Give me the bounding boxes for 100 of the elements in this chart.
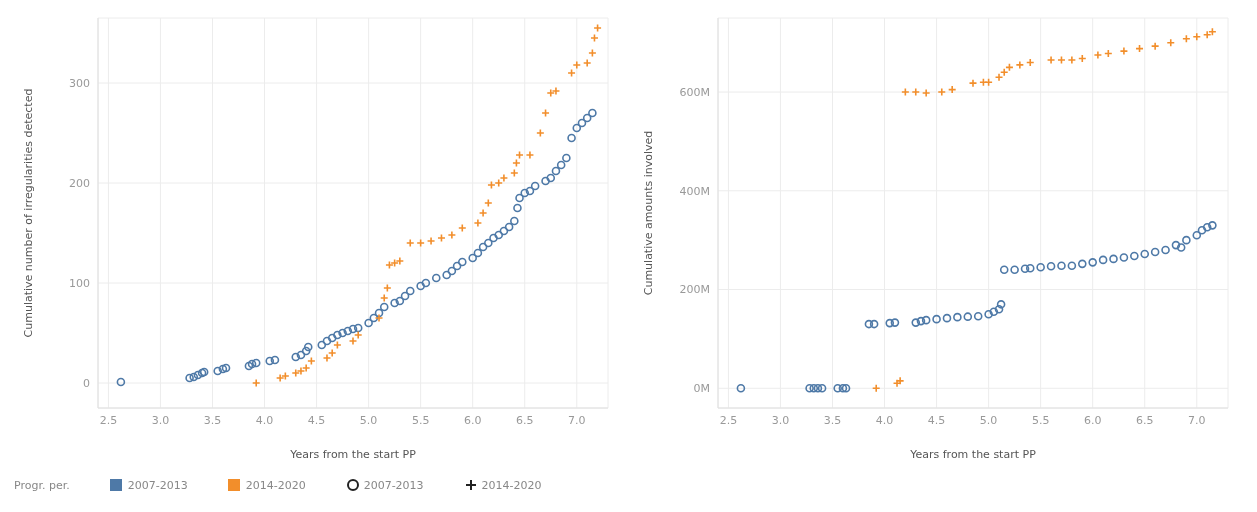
point bbox=[953, 312, 962, 322]
point bbox=[379, 293, 389, 303]
point bbox=[937, 87, 947, 97]
point bbox=[1046, 262, 1056, 271]
point bbox=[1020, 264, 1030, 274]
point bbox=[327, 348, 337, 358]
point bbox=[890, 318, 900, 327]
point bbox=[1010, 265, 1019, 275]
y-tick-label: 200M bbox=[679, 283, 710, 297]
point bbox=[296, 366, 306, 376]
x-tick-label: 3.0 bbox=[771, 413, 790, 427]
y-axis-title: Cumulative amounts involved bbox=[641, 130, 655, 296]
point bbox=[473, 218, 483, 228]
x-tick-label: 7.0 bbox=[1188, 413, 1206, 427]
y-tick-label: 0M bbox=[693, 382, 710, 396]
point bbox=[805, 383, 814, 393]
point bbox=[1150, 247, 1160, 257]
point bbox=[833, 383, 842, 393]
point bbox=[1202, 30, 1212, 40]
x-tick-label: 3.5 bbox=[823, 413, 842, 427]
point bbox=[1119, 253, 1129, 262]
point bbox=[1176, 243, 1186, 252]
x-tick-label: 3.5 bbox=[203, 413, 222, 427]
point bbox=[275, 373, 285, 383]
point bbox=[1077, 259, 1087, 269]
point bbox=[551, 86, 561, 96]
point bbox=[478, 208, 488, 218]
legend-title: Progr. per. bbox=[14, 478, 70, 492]
x-tick-label: 2.5 bbox=[719, 413, 738, 427]
point bbox=[817, 383, 827, 393]
point bbox=[973, 311, 983, 321]
point bbox=[582, 58, 592, 68]
point bbox=[916, 316, 926, 326]
point bbox=[1015, 60, 1025, 70]
x-tick-label: 6.5 bbox=[1135, 413, 1154, 427]
y-tick-label: 100 bbox=[69, 276, 90, 290]
text: 2007-2013 bbox=[363, 478, 424, 492]
point bbox=[1057, 261, 1066, 271]
point bbox=[301, 363, 311, 373]
point bbox=[546, 88, 556, 98]
x-axis-title: Years from the start PP bbox=[289, 448, 417, 461]
point bbox=[1067, 55, 1077, 65]
x-tick-label: 6.5 bbox=[515, 413, 534, 427]
point bbox=[348, 336, 358, 346]
y-tick-label: 600M bbox=[679, 85, 710, 99]
point bbox=[1109, 254, 1118, 264]
point bbox=[921, 88, 931, 98]
point bbox=[809, 383, 819, 393]
x-tick-label: 5.0 bbox=[359, 413, 378, 427]
point bbox=[942, 313, 952, 323]
y-axis-title: Cumulative number of irregularities detected bbox=[21, 88, 35, 338]
point bbox=[871, 383, 881, 393]
point bbox=[1182, 235, 1191, 245]
point bbox=[869, 319, 879, 329]
point bbox=[921, 315, 931, 325]
point bbox=[1130, 251, 1139, 261]
point bbox=[494, 178, 504, 188]
point bbox=[395, 256, 405, 266]
point bbox=[1161, 245, 1170, 255]
point bbox=[963, 312, 973, 321]
x-tick-label: 5.5 bbox=[411, 413, 430, 427]
y-tick-label: 400M bbox=[679, 184, 710, 198]
point bbox=[499, 173, 509, 183]
point bbox=[1140, 249, 1150, 259]
text: 2014-2020 bbox=[481, 478, 542, 492]
point bbox=[1119, 46, 1129, 56]
x-tick-label: 6.0 bbox=[1083, 413, 1102, 427]
x-axis-title: Years from the start PP bbox=[909, 448, 1037, 461]
point bbox=[1067, 261, 1077, 271]
x-tick-label: 2.5 bbox=[99, 413, 118, 427]
point bbox=[447, 230, 457, 240]
x-tick-label: 3.0 bbox=[151, 413, 170, 427]
x-tick-label: 5.5 bbox=[1031, 413, 1050, 427]
point bbox=[1093, 50, 1103, 60]
point bbox=[322, 353, 332, 363]
y-tick-label: 200 bbox=[69, 176, 90, 190]
point bbox=[932, 314, 941, 324]
x-tick-label: 5.0 bbox=[979, 413, 998, 427]
x-tick-label: 7.0 bbox=[568, 413, 586, 427]
x-tick-label: 4.0 bbox=[875, 413, 894, 427]
x-tick-label: 4.5 bbox=[927, 413, 946, 427]
point bbox=[1192, 32, 1202, 42]
point bbox=[374, 313, 384, 323]
point bbox=[1171, 240, 1181, 250]
point bbox=[251, 378, 261, 388]
point bbox=[1202, 223, 1212, 232]
point bbox=[1150, 41, 1160, 51]
point bbox=[405, 238, 415, 248]
y-tick-label: 0 bbox=[83, 376, 90, 390]
legend-label: 2014-2020 bbox=[245, 478, 306, 492]
point bbox=[968, 78, 978, 88]
point bbox=[996, 300, 1006, 309]
point bbox=[999, 265, 1009, 275]
point bbox=[885, 318, 895, 328]
point bbox=[1098, 255, 1108, 265]
point bbox=[1088, 258, 1097, 267]
point bbox=[994, 304, 1004, 314]
legend-label: 2007-2013 bbox=[127, 478, 188, 492]
point bbox=[1208, 221, 1217, 230]
point bbox=[457, 223, 467, 233]
